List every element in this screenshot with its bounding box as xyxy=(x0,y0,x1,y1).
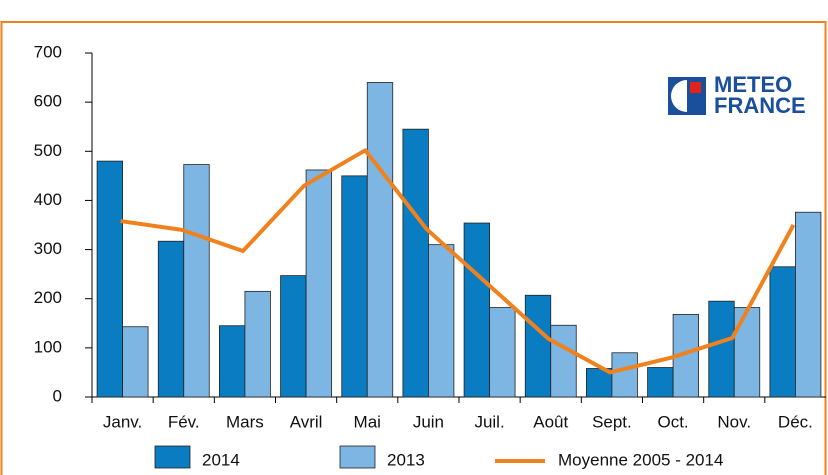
x-tick-label: Juil. xyxy=(474,412,504,431)
bar xyxy=(183,164,210,398)
y-tick-label: 400 xyxy=(34,190,62,209)
bar xyxy=(795,211,822,398)
bar xyxy=(611,352,638,398)
y-tick-label: 200 xyxy=(34,288,62,307)
x-tick-label: Mai xyxy=(354,412,381,431)
y-tick-label: 500 xyxy=(34,141,62,160)
x-tick-label: Août xyxy=(533,412,568,431)
bar xyxy=(733,307,761,398)
legend-swatch xyxy=(339,445,376,469)
bar xyxy=(157,240,185,398)
frame xyxy=(0,21,827,475)
bar xyxy=(280,275,307,398)
y-tick-label: 600 xyxy=(34,92,62,111)
bar xyxy=(428,244,455,398)
bar xyxy=(219,325,246,398)
bar xyxy=(96,160,123,398)
logo: METEO FRANCE xyxy=(668,72,806,118)
logo-text: METEO xyxy=(714,72,792,97)
x-tick-label: Sept. xyxy=(592,412,632,431)
bar xyxy=(463,222,490,398)
bar xyxy=(366,82,394,398)
bar xyxy=(708,300,735,398)
bar xyxy=(244,290,271,398)
logo-icon xyxy=(690,82,701,93)
legend-label: Moyenne 2005 - 2014 xyxy=(558,450,723,469)
y-tick-label: 0 xyxy=(53,386,62,405)
y-tick-label: 700 xyxy=(34,42,62,61)
bar xyxy=(489,307,516,398)
logo-icon xyxy=(671,80,687,112)
y-tick-label: 100 xyxy=(34,337,62,356)
x-tick-label: Oct. xyxy=(657,412,688,431)
bar xyxy=(524,294,552,398)
x-tick-label: Déc. xyxy=(778,412,813,431)
bar xyxy=(341,175,368,398)
x-tick-label: Fév. xyxy=(168,412,200,431)
bar xyxy=(122,326,149,398)
bar xyxy=(305,169,332,398)
legend-swatch xyxy=(154,445,191,469)
x-tick-label: Mars xyxy=(226,412,264,431)
legend-label: 2013 xyxy=(387,450,425,469)
legend-label: 2014 xyxy=(202,450,240,469)
logo-text: FRANCE xyxy=(714,93,806,118)
x-tick-label: Avril xyxy=(290,412,323,431)
line xyxy=(120,148,796,375)
bar xyxy=(769,266,796,398)
x-tick-label: Janv. xyxy=(103,412,142,431)
bar xyxy=(402,128,429,398)
x-tick-label: Nov. xyxy=(717,412,751,431)
x-tick-label: Juin xyxy=(413,412,444,431)
bar xyxy=(647,367,674,398)
bar xyxy=(550,324,577,398)
y-tick-label: 300 xyxy=(34,239,62,258)
